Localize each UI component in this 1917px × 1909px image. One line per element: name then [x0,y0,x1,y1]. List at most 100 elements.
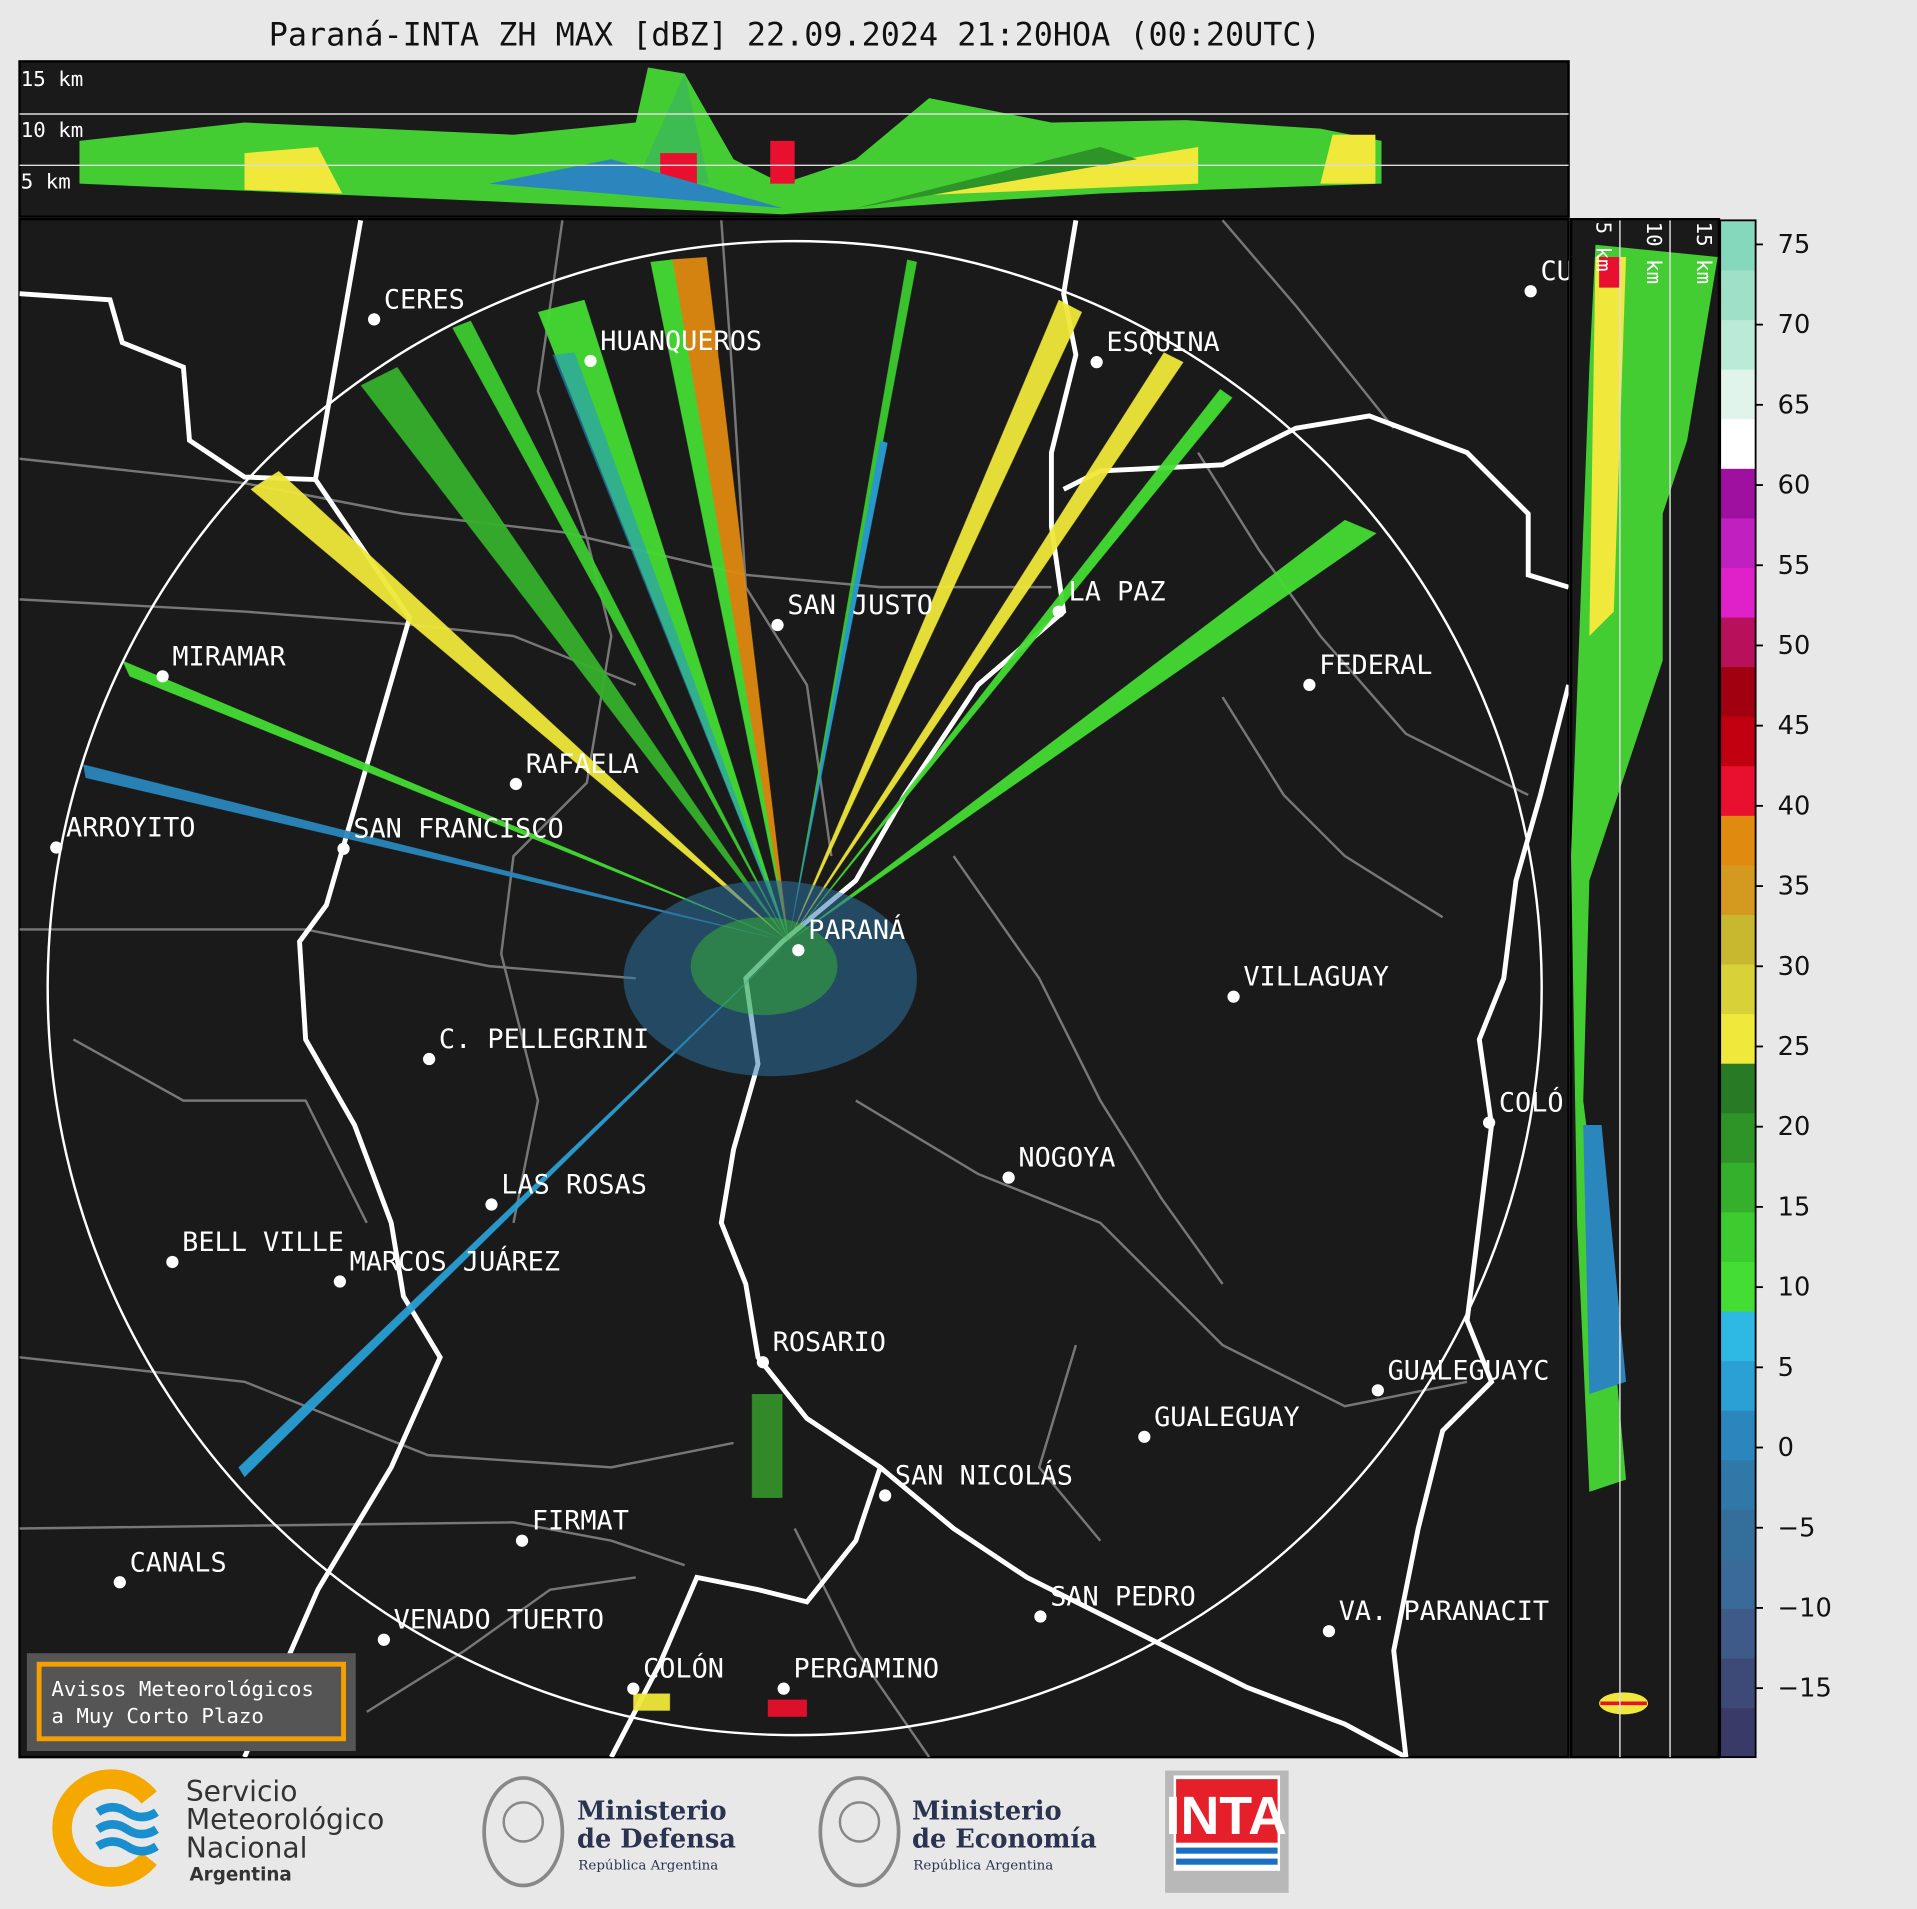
color-band [1720,1112,1756,1163]
colorbar-tick-label: −5 [1778,1513,1816,1543]
logo-text: Ministerio [577,1796,727,1826]
color-band [1720,864,1756,915]
color-band [1720,616,1756,668]
city-dot [485,1198,498,1211]
height-label: 10 km [1642,222,1666,285]
colorbar-tick-label: −10 [1778,1593,1832,1623]
logo-text: Servicio [186,1775,298,1808]
city-label: CANALS [130,1547,227,1578]
color-band [1720,1211,1756,1262]
color-band [1720,1657,1756,1709]
city-dot [756,1356,770,1369]
color-band [1720,1459,1756,1510]
color-band [1720,319,1756,370]
colorbar-tick-label: 10 [1778,1273,1811,1303]
color-band [1720,1558,1756,1610]
city-dot [1482,1116,1496,1129]
city-dot [1090,356,1103,369]
color-band [1720,1707,1756,1758]
color-band [1720,1410,1756,1461]
logo-text: Argentina [189,1865,291,1886]
city-dot [509,777,523,791]
notice-text: Avisos Meteorológicos [51,1677,314,1701]
logo-text: de Economía [912,1825,1097,1855]
city-label: GUALEGUAYC [1388,1355,1550,1386]
city-label: GUALEGUAY [1154,1402,1300,1433]
logo-text: Meteorológico [186,1803,385,1836]
color-band [1720,468,1756,519]
logo-text: República Argentina [578,1859,718,1874]
colorbar-tick-label: 65 [1778,390,1811,420]
side-profile: 5 km 10 km 15 km [1569,217,1721,1759]
map: CERES HUANQUEROS ESQUINA CU SAN JUSTO LA PAZ M… [18,217,1572,1759]
top-profile: 15 km 10 km 5 km [18,60,1570,218]
color-band [1720,1013,1756,1064]
colorbar-tick-label: 45 [1778,711,1811,741]
city-dot [1303,678,1316,692]
height-label: 10 km [21,118,84,142]
colorbar-tick-label: 40 [1778,791,1811,821]
city-label: FIRMAT [532,1506,629,1537]
color-band [1720,914,1756,965]
city-label: COLÓ [1499,1087,1564,1119]
defensa-logo: Ministerio de Defensa República Argentin… [482,1776,736,1888]
city-dot [879,1489,892,1502]
logo-text: Ministerio [912,1796,1062,1826]
city-label: SAN JUSTO [787,590,933,621]
color-band [1720,269,1756,321]
city-label: MIRAMAR [172,641,286,672]
city-label: SAN FRANCISCO [353,814,563,845]
color-band [1720,369,1756,420]
city-label: C. PELLEGRINI [439,1024,649,1055]
color-band [1720,765,1756,816]
city-label: ARROYITO [66,813,195,844]
color-band [1720,567,1756,618]
city-dot [1138,1430,1151,1443]
height-label: 5 km [1592,222,1616,272]
colorbar-tick-label: 50 [1778,631,1811,661]
city-label: CERES [384,284,465,315]
color-band [1720,1162,1756,1213]
city-label: VENADO TUERTO [394,1605,604,1636]
smn-logo: Servicio Meteorológico Nacional Argentin… [52,1769,385,1887]
colorbar-tick-label: 35 [1778,872,1811,902]
city-label: CU [1540,256,1572,287]
height-label: 15 km [1692,222,1716,285]
city-label: COLÓN [643,1653,724,1685]
color-band [1720,666,1756,717]
color-band [1720,220,1756,271]
color-band [1720,1360,1756,1411]
colorbar-tick-label: 55 [1778,551,1811,581]
city-label: SAN PEDRO [1050,1582,1196,1613]
city-label: VA. PARANACIT [1339,1596,1549,1627]
logo-text: INTA [1166,1786,1287,1846]
city-dot [1002,1171,1015,1184]
inta-logo: INTA [1165,1770,1289,1893]
city-label: RAFAELA [526,749,639,780]
city-dot [166,1255,179,1269]
colorbar-tick-label: −15 [1778,1674,1832,1704]
city-dot [423,1052,436,1066]
color-band [1720,517,1756,568]
city-dot [777,1682,790,1695]
city-dot [156,670,169,683]
color-band [1720,1261,1756,1312]
color-band [1720,815,1756,866]
colorbar-tick-label: 5 [1778,1353,1794,1383]
city-dot [337,842,350,855]
logo-text: de Defensa [577,1825,736,1855]
city-label: PARANÁ [808,914,905,946]
colorbar-tick-label: 30 [1778,952,1811,982]
colorbar-tick-label: 60 [1778,471,1811,501]
color-band [1720,1310,1756,1362]
city-dot [50,841,63,854]
city-label: MARCOS JUÁREZ [350,1246,560,1278]
colorbar-frame [1719,219,1757,1759]
city-dot [1371,1384,1384,1397]
city-dot [113,1576,126,1589]
notice-box: Avisos Meteorológicos a Muy Corto Plazo [26,1653,356,1752]
colorbar: −15 −10 −5 0 5 10 15 20 25 30 35 40 45 50 55 60 65 70 75 [1719,219,1832,1759]
economia-logo: Ministerio de Economía República Argenti… [818,1776,1097,1888]
